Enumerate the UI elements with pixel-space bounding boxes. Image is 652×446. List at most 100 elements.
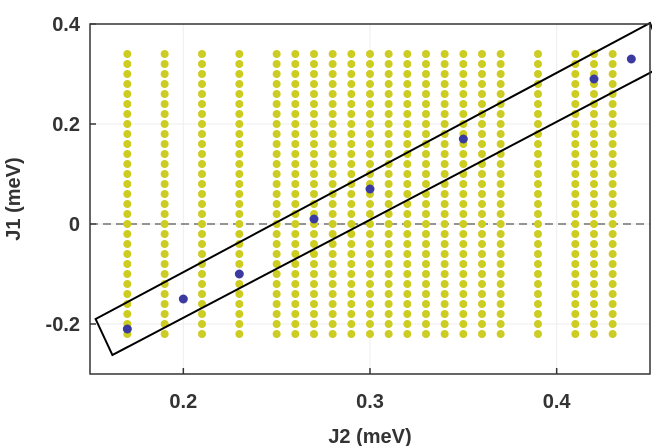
grid-point	[608, 110, 617, 118]
grid-point	[235, 260, 244, 268]
grid-point	[291, 160, 300, 168]
grid-point	[310, 60, 318, 68]
grid-point	[478, 230, 486, 238]
grid-point	[328, 130, 337, 138]
grid-point	[496, 320, 505, 328]
grid-point	[366, 210, 374, 218]
grid-point	[310, 260, 318, 268]
grid-point	[590, 280, 598, 288]
grid-point	[198, 190, 206, 198]
grid-point	[571, 130, 580, 138]
grid-point	[198, 230, 206, 238]
grid-point	[198, 330, 206, 338]
grid-point	[235, 110, 244, 118]
grid-point	[440, 310, 449, 318]
grid-point	[590, 250, 598, 258]
grid-point	[272, 170, 281, 178]
grid-point	[310, 50, 318, 58]
grid-point	[366, 160, 374, 168]
grid-point	[272, 60, 281, 68]
grid-point	[608, 120, 617, 128]
grid-point	[160, 200, 169, 208]
grid-point	[590, 170, 598, 178]
grid-point	[440, 270, 449, 278]
grid-point	[422, 120, 430, 128]
grid-point	[347, 230, 356, 238]
grid-point	[422, 150, 430, 158]
grid-point	[123, 280, 132, 288]
grid-point	[384, 90, 393, 98]
grid-point	[310, 270, 318, 278]
grid-point	[328, 220, 337, 228]
grid-point	[459, 250, 468, 258]
grid-point	[160, 180, 169, 188]
grid-point	[160, 270, 169, 278]
grid-point	[123, 60, 132, 68]
grid-point	[160, 190, 169, 198]
grid-point	[347, 170, 356, 178]
grid-point	[571, 190, 580, 198]
grid-point	[478, 200, 486, 208]
grid-point	[123, 220, 132, 228]
grid-point	[310, 190, 318, 198]
grid-point	[478, 270, 486, 278]
grid-point	[422, 60, 430, 68]
grid-point	[571, 140, 580, 148]
grid-point	[272, 70, 281, 78]
grid-point	[272, 130, 281, 138]
grid-point	[459, 190, 468, 198]
grid-point	[384, 230, 393, 238]
grid-point	[235, 160, 244, 168]
grid-point	[478, 80, 486, 88]
grid-point	[403, 280, 412, 288]
grid-point	[366, 260, 374, 268]
grid-point	[347, 270, 356, 278]
grid-point	[235, 120, 244, 128]
grid-point	[422, 210, 430, 218]
grid-point	[422, 300, 430, 308]
grid-point	[291, 270, 300, 278]
grid-point	[384, 250, 393, 258]
grid-point	[403, 60, 412, 68]
grid-point	[422, 320, 430, 328]
grid-point	[440, 280, 449, 288]
grid-point	[160, 120, 169, 128]
grid-point	[272, 150, 281, 158]
grid-point	[496, 290, 505, 298]
grid-point	[310, 160, 318, 168]
grid-point	[403, 110, 412, 118]
grid-point	[272, 200, 281, 208]
grid-point	[590, 120, 598, 128]
grid-point	[235, 290, 244, 298]
grid-point	[291, 190, 300, 198]
grid-point	[478, 50, 486, 58]
grid-point	[403, 180, 412, 188]
grid-point	[272, 280, 281, 288]
grid-point	[384, 120, 393, 128]
grid-point	[496, 130, 505, 138]
grid-point	[590, 260, 598, 268]
grid-point	[198, 50, 206, 58]
grid-point	[272, 250, 281, 258]
grid-point	[422, 160, 430, 168]
grid-point	[198, 80, 206, 88]
grid-point	[571, 260, 580, 268]
grid-point	[496, 50, 505, 58]
grid-point	[571, 200, 580, 208]
grid-point	[440, 70, 449, 78]
grid-point	[478, 260, 486, 268]
grid-point	[478, 310, 486, 318]
grid-point	[422, 100, 430, 108]
grid-point	[160, 290, 169, 298]
grid-point	[478, 290, 486, 298]
grid-point	[384, 100, 393, 108]
grid-point	[478, 100, 486, 108]
grid-point	[272, 210, 281, 218]
grid-point	[403, 290, 412, 298]
grid-point	[123, 260, 132, 268]
grid-point	[571, 160, 580, 168]
grid-point	[328, 210, 337, 218]
grid-point	[198, 140, 206, 148]
grid-point	[291, 150, 300, 158]
grid-point	[328, 60, 337, 68]
